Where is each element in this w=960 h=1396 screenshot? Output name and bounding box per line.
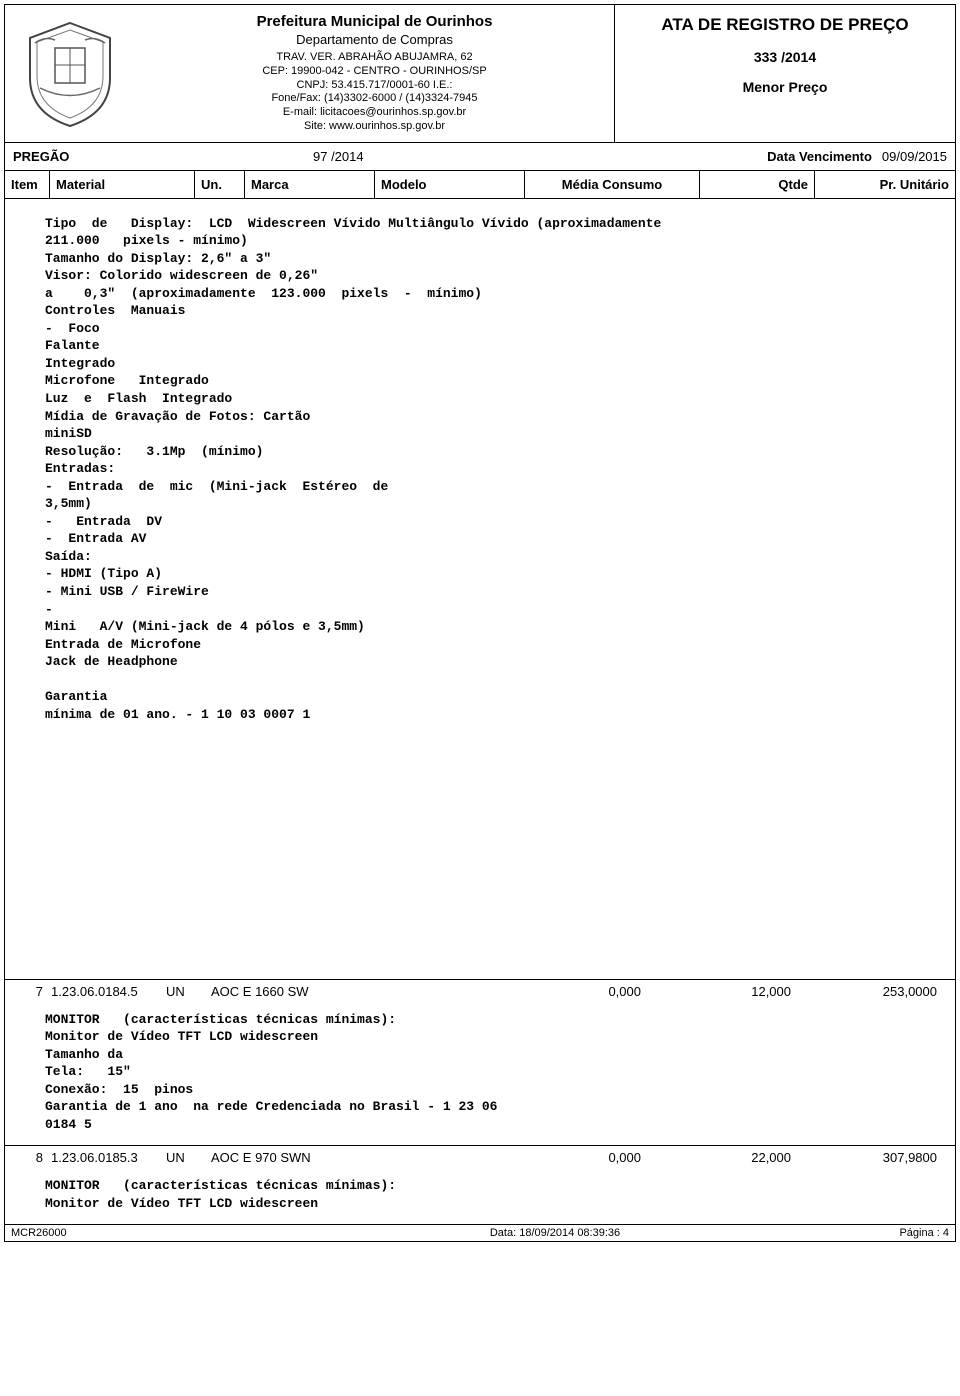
row-pr: 307,9800	[791, 1150, 949, 1165]
col-modelo: Modelo	[375, 171, 525, 198]
addr-line: CNPJ: 53.415.717/0001-60 I.E.:	[139, 79, 610, 93]
footer-page: Página : 4	[799, 1227, 949, 1239]
row-description: MONITOR (características técnicas mínima…	[5, 1169, 955, 1224]
organization-cell: Prefeitura Municipal de Ourinhos Departa…	[135, 5, 615, 142]
logo-cell	[5, 5, 135, 142]
col-material: Material	[50, 171, 195, 198]
document-title-cell: ATA DE REGISTRO DE PREÇO 333 /2014 Menor…	[615, 5, 955, 142]
row-item-num: 8	[11, 1150, 51, 1165]
row-marca: AOC E 970 SWN	[211, 1150, 441, 1165]
addr-line: Site: www.ourinhos.sp.gov.br	[139, 120, 610, 134]
vencimento-value: 09/09/2015	[882, 149, 947, 164]
row-qtde: 22,000	[641, 1150, 791, 1165]
footer-date: Data: 18/09/2014 08:39:36	[311, 1227, 799, 1239]
col-un: Un.	[195, 171, 245, 198]
doc-number: 333 /2014	[625, 49, 945, 65]
col-pr: Pr. Unitário	[815, 171, 955, 198]
doc-subtitle: Menor Preço	[625, 79, 945, 95]
row-pr: 253,0000	[791, 984, 949, 999]
row-un: UN	[166, 984, 211, 999]
spec-text-block: Tipo de Display: LCD Widescreen Vívido M…	[5, 199, 955, 979]
col-qtde: Qtde	[700, 171, 815, 198]
addr-line: E-mail: licitacoes@ourinhos.sp.gov.br	[139, 106, 610, 120]
row-un: UN	[166, 1150, 211, 1165]
org-address: TRAV. VER. ABRAHÃO ABUJAMRA, 62 CEP: 199…	[139, 51, 610, 134]
addr-line: TRAV. VER. ABRAHÃO ABUJAMRA, 62	[139, 51, 610, 65]
row-material: 1.23.06.0185.3	[51, 1150, 166, 1165]
coat-of-arms-icon	[20, 18, 120, 128]
col-item: Item	[5, 171, 50, 198]
table-header: Item Material Un. Marca Modelo Média Con…	[5, 171, 955, 199]
document-page: Prefeitura Municipal de Ourinhos Departa…	[4, 4, 956, 1242]
row-item-num: 7	[11, 984, 51, 999]
org-department: Departamento de Compras	[139, 32, 610, 47]
addr-line: CEP: 19900-042 - CENTRO - OURINHOS/SP	[139, 65, 610, 79]
row-media: 0,000	[441, 1150, 641, 1165]
doc-title: ATA DE REGISTRO DE PREÇO	[625, 15, 945, 35]
pregao-label: PREGÃO	[13, 149, 313, 164]
table-row: 8 1.23.06.0185.3 UN AOC E 970 SWN 0,000 …	[5, 1145, 955, 1169]
vencimento-label: Data Vencimento	[767, 149, 872, 164]
col-media: Média Consumo	[525, 171, 700, 198]
table-row: 7 1.23.06.0184.5 UN AOC E 1660 SW 0,000 …	[5, 979, 955, 1003]
row-qtde: 12,000	[641, 984, 791, 999]
pregao-number: 97 /2014	[313, 149, 543, 164]
footer-row: MCR26000 Data: 18/09/2014 08:39:36 Págin…	[5, 1224, 955, 1241]
col-marca: Marca	[245, 171, 375, 198]
row-media: 0,000	[441, 984, 641, 999]
footer-code: MCR26000	[11, 1227, 311, 1239]
org-name: Prefeitura Municipal de Ourinhos	[139, 13, 610, 30]
header-section: Prefeitura Municipal de Ourinhos Departa…	[5, 5, 955, 143]
row-material: 1.23.06.0184.5	[51, 984, 166, 999]
row-marca: AOC E 1660 SW	[211, 984, 441, 999]
pregao-row: PREGÃO 97 /2014 Data Vencimento 09/09/20…	[5, 143, 955, 171]
addr-line: Fone/Fax: (14)3302-6000 / (14)3324-7945	[139, 92, 610, 106]
row-description: MONITOR (características técnicas mínima…	[5, 1003, 955, 1146]
